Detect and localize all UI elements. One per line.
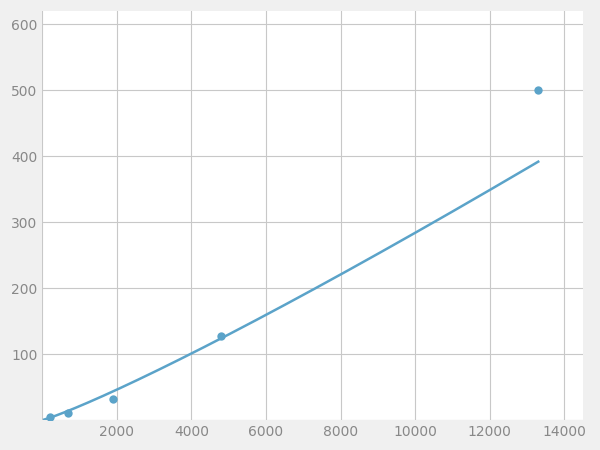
Point xyxy=(64,410,73,417)
Point xyxy=(109,395,118,402)
Point xyxy=(45,413,55,420)
Point xyxy=(217,332,226,339)
Point xyxy=(533,87,543,94)
